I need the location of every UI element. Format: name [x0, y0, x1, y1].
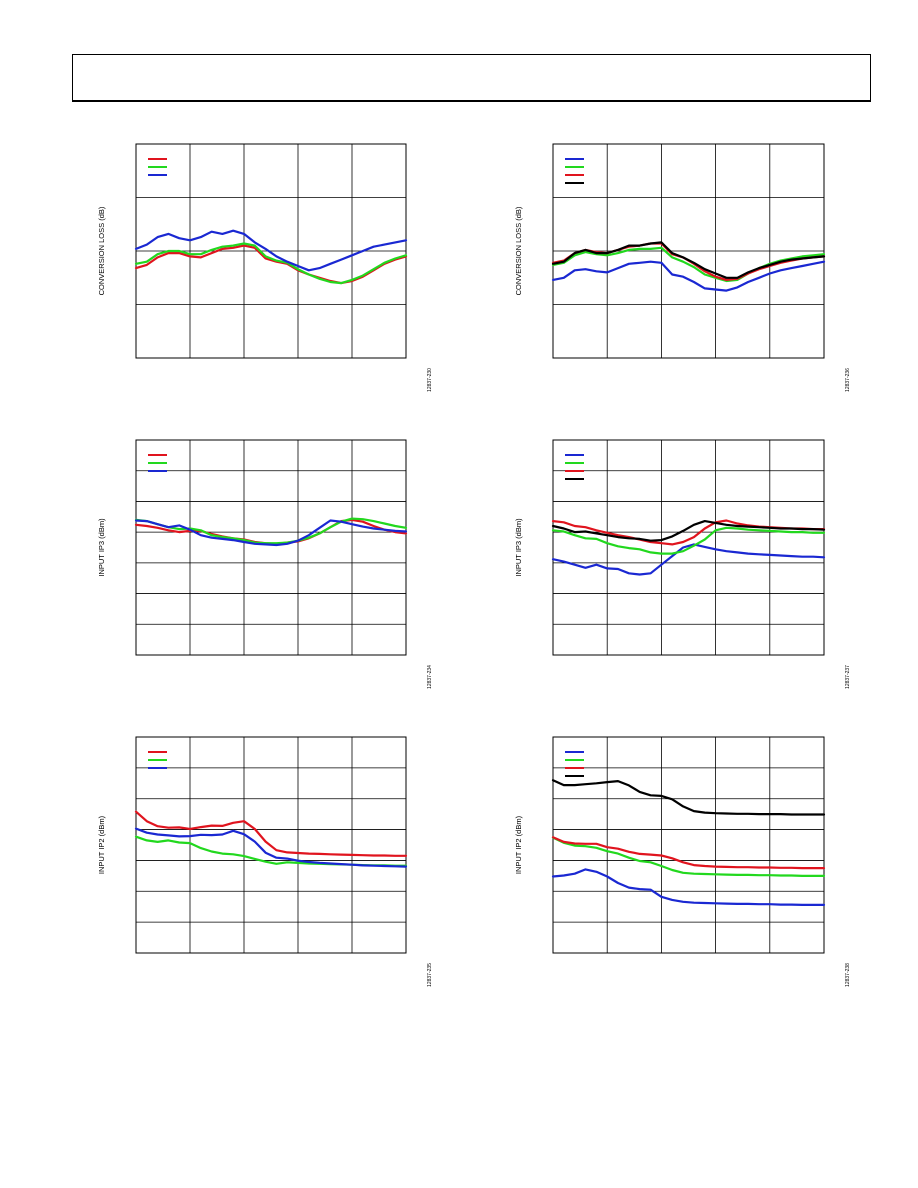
series-line-blue — [134, 229, 408, 272]
series-line-blue — [551, 260, 826, 292]
series-line-green — [551, 526, 826, 555]
figure-code: 12837-234 — [427, 665, 433, 689]
series-line-black — [551, 241, 826, 279]
y-axis-label: INPUT IP2 (dBm) — [514, 815, 523, 874]
chart-2: CONVERSION LOSS (dB) 12837-236 — [514, 143, 851, 392]
series-line-blue — [134, 827, 408, 868]
series-line-blue — [134, 519, 408, 547]
y-axis-label: CONVERSION LOSS (dB) — [97, 206, 106, 295]
series-line-green — [551, 836, 826, 878]
series-line-black — [551, 519, 826, 542]
series-line-red — [134, 810, 408, 857]
plot-frame — [135, 439, 407, 656]
figure-code: 12837-238 — [845, 963, 851, 987]
chart-1: CONVERSION LOSS (dB) 12837-230 — [97, 143, 433, 392]
series-line-green — [134, 835, 408, 867]
series-line-red — [551, 836, 826, 870]
series-line-green — [134, 242, 408, 285]
chart-6: INPUT IP2 (dBm) 12837-238 — [514, 736, 851, 987]
chart-5: INPUT IP2 (dBm) 12837-235 — [97, 736, 433, 987]
page-header-box — [72, 54, 871, 102]
plot-frame — [552, 736, 825, 954]
y-axis-label: INPUT IP3 (dBm) — [514, 518, 523, 577]
y-axis-label: INPUT IP3 (dBm) — [97, 518, 106, 577]
chart-3: INPUT IP3 (dBm) 12837-234 — [97, 439, 433, 689]
y-axis-label: CONVERSION LOSS (dB) — [514, 206, 523, 295]
figure-code: 12837-237 — [845, 665, 851, 689]
series-line-blue — [551, 543, 826, 576]
series-line-black — [551, 779, 826, 816]
series-line-blue — [551, 868, 826, 907]
figure-code: 12837-230 — [427, 368, 433, 392]
plot-frame — [552, 439, 825, 656]
figure-code: 12837-236 — [845, 368, 851, 392]
series-line-green — [134, 517, 408, 545]
y-axis-label: INPUT IP2 (dBm) — [97, 815, 106, 874]
figure-code: 12837-235 — [427, 963, 433, 987]
plot-frame — [135, 736, 407, 954]
chart-4: INPUT IP3 (dBm) 12837-237 — [514, 439, 851, 689]
